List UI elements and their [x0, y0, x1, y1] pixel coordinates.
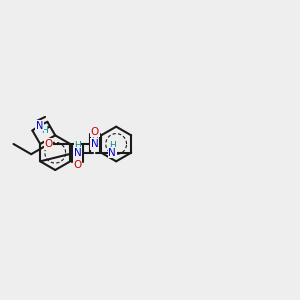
Text: H: H [92, 132, 98, 141]
Text: H: H [109, 141, 116, 150]
Text: N: N [74, 148, 82, 158]
Text: O: O [45, 139, 53, 149]
Text: N: N [109, 148, 116, 158]
Text: N: N [36, 121, 43, 130]
Text: H: H [74, 141, 81, 150]
Text: O: O [91, 127, 99, 137]
Text: O: O [73, 160, 82, 170]
Text: N: N [91, 139, 99, 149]
Text: H: H [41, 126, 47, 135]
